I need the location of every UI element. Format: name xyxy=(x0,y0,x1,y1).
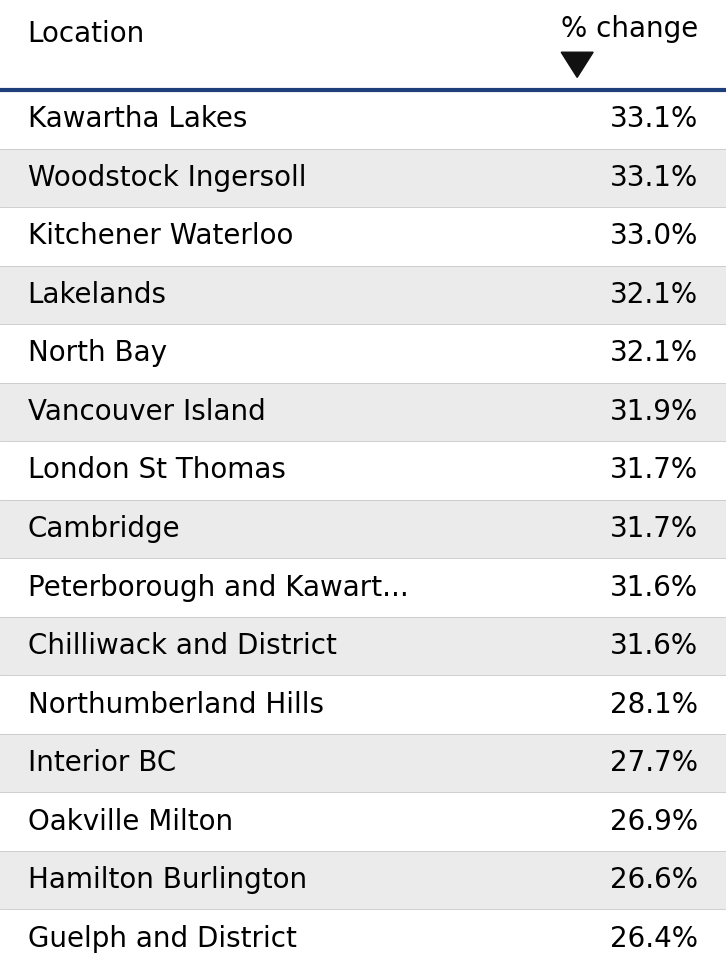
Bar xyxy=(0,851,726,910)
Bar xyxy=(0,499,726,559)
Text: London St Thomas: London St Thomas xyxy=(28,457,285,484)
Text: Woodstock Ingersoll: Woodstock Ingersoll xyxy=(28,164,306,192)
Bar xyxy=(0,207,726,265)
Text: 28.1%: 28.1% xyxy=(611,690,698,718)
Bar xyxy=(0,793,726,851)
Text: % change: % change xyxy=(561,15,698,43)
Text: Kitchener Waterloo: Kitchener Waterloo xyxy=(28,223,293,251)
Text: 26.9%: 26.9% xyxy=(611,807,698,835)
Text: North Bay: North Bay xyxy=(28,340,166,368)
Text: Interior BC: Interior BC xyxy=(28,749,176,777)
Text: Hamilton Burlington: Hamilton Burlington xyxy=(28,866,306,894)
Text: 26.6%: 26.6% xyxy=(611,866,698,894)
Text: Vancouver Island: Vancouver Island xyxy=(28,398,265,426)
Bar xyxy=(0,441,726,499)
Bar xyxy=(0,148,726,207)
Text: Kawartha Lakes: Kawartha Lakes xyxy=(28,106,247,134)
Bar xyxy=(0,559,726,617)
Bar xyxy=(0,265,726,324)
Text: 33.1%: 33.1% xyxy=(610,164,698,192)
Bar xyxy=(0,382,726,441)
Text: Oakville Milton: Oakville Milton xyxy=(28,807,233,835)
Text: Northumberland Hills: Northumberland Hills xyxy=(28,690,324,718)
Text: 33.0%: 33.0% xyxy=(610,223,698,251)
Bar xyxy=(0,676,726,734)
Bar xyxy=(0,734,726,793)
Text: Guelph and District: Guelph and District xyxy=(28,924,296,953)
Bar xyxy=(0,90,726,148)
Text: 33.1%: 33.1% xyxy=(610,106,698,134)
Text: 31.6%: 31.6% xyxy=(611,573,698,601)
Text: Lakelands: Lakelands xyxy=(28,281,166,309)
Text: 31.9%: 31.9% xyxy=(610,398,698,426)
Text: Peterborough and Kawart...: Peterborough and Kawart... xyxy=(28,573,408,601)
Text: 31.6%: 31.6% xyxy=(611,632,698,660)
Text: 27.7%: 27.7% xyxy=(611,749,698,777)
Text: 31.7%: 31.7% xyxy=(611,457,698,484)
Text: 31.7%: 31.7% xyxy=(611,515,698,543)
Text: 26.4%: 26.4% xyxy=(611,924,698,953)
Bar xyxy=(0,324,726,382)
Polygon shape xyxy=(561,52,593,77)
Text: 32.1%: 32.1% xyxy=(611,340,698,368)
Text: Cambridge: Cambridge xyxy=(28,515,180,543)
Text: 32.1%: 32.1% xyxy=(611,281,698,309)
Text: Location: Location xyxy=(28,20,145,48)
Text: Chilliwack and District: Chilliwack and District xyxy=(28,632,336,660)
Bar xyxy=(0,910,726,968)
Bar xyxy=(0,617,726,676)
